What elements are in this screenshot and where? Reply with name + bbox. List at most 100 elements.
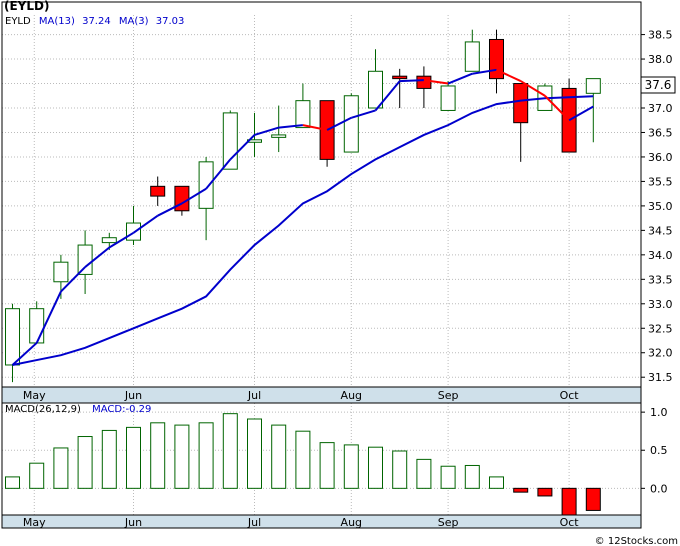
price-grid: [2, 15, 641, 387]
macd-bar: [271, 424, 287, 489]
legend-ma3-value: 37.03: [156, 16, 185, 27]
price-tick-label: 35.0: [648, 200, 673, 213]
candle: [392, 68, 408, 108]
legend-macd-value: MACD:-0.29: [92, 404, 151, 415]
price-tick-label: 33.0: [648, 298, 673, 311]
ma3-segment: [374, 80, 401, 112]
price-tick-label: 36.5: [648, 126, 673, 139]
candle-body: [464, 41, 480, 72]
legend-macd-params: MACD(26,12,9): [5, 404, 81, 415]
candle: [319, 100, 335, 167]
macd-month-label: Sep: [438, 516, 459, 529]
legend-eyld: EYLD: [5, 16, 31, 27]
candle-body: [392, 75, 408, 80]
macd-bar: [368, 446, 383, 489]
price-month-label: Sep: [438, 389, 459, 402]
candle-body: [5, 308, 20, 366]
candle-body: [174, 185, 190, 212]
macd-bar: [489, 476, 504, 489]
price-tick-label: 31.5: [648, 371, 673, 384]
candle: [343, 93, 359, 153]
candle-body: [368, 70, 383, 109]
price-y-axis: 31.5 32.0 32.5 33.0 33.5 34.0 34.5 35.0 35.5 36.0…: [641, 29, 673, 384]
candle-body: [416, 75, 432, 89]
price-month-label: May: [23, 389, 46, 402]
price-tick-label: 38.0: [648, 53, 673, 66]
macd-bar: [537, 487, 553, 497]
macd-tick-label: 0.5: [650, 444, 668, 457]
ma13-line: [12, 95, 594, 366]
macd-x-band: [2, 515, 641, 528]
candle-body: [489, 38, 504, 80]
macd-bar: [101, 429, 117, 489]
macd-bar: [464, 464, 480, 489]
macd-bar: [440, 465, 456, 489]
macd-y-axis: 0.0 0.5 1.0: [641, 406, 668, 495]
ma3-segment: [181, 187, 207, 205]
ma3-segment: [544, 95, 570, 121]
macd-bar: [77, 436, 93, 489]
panel-frames: [1, 1, 642, 529]
price-tick-label: 36.0: [648, 151, 673, 164]
candle-body: [440, 85, 456, 111]
macd-bar: [343, 444, 359, 489]
macd-month-label: Jul: [247, 516, 261, 529]
price-tick-label: 32.0: [648, 347, 673, 360]
macd-bar: [247, 418, 262, 489]
credit-text: © 12Stocks.com: [595, 536, 678, 546]
macd-bar: [174, 424, 190, 489]
legend-ma13: MA(13): [39, 16, 75, 27]
ma3-segment: [568, 105, 594, 122]
macd-bar: [319, 442, 335, 489]
price-month-label: Jul: [247, 389, 261, 402]
ma3-segment: [496, 68, 522, 82]
candle-body: [150, 185, 166, 197]
macd-bar: [392, 450, 408, 489]
last-price-label: 37.6: [645, 78, 672, 92]
macd-month-label: May: [23, 516, 46, 529]
symbol-label: (EYLD): [4, 0, 49, 13]
candle-body: [585, 78, 601, 94]
macd-tick-label: 0.0: [650, 482, 668, 495]
macd-bar: [222, 413, 238, 489]
ma3-segment: [302, 124, 328, 132]
ma3-segment: [278, 124, 304, 129]
macd-bar: [198, 422, 214, 489]
candle: [368, 49, 383, 109]
candle: [440, 81, 456, 111]
macd-bars: [5, 413, 601, 516]
candle-body: [29, 308, 45, 344]
ma3-segment: [520, 80, 546, 97]
price-tick-label: 38.5: [648, 29, 673, 42]
ma3-segment: [254, 126, 279, 136]
candle: [77, 230, 93, 294]
price-x-band: [2, 387, 641, 403]
candle-body: [513, 83, 529, 124]
ma3-segment: [205, 158, 232, 190]
ma3-segment: [132, 214, 159, 234]
candle-body: [101, 237, 117, 244]
ma3-segment: [326, 116, 352, 131]
price-tick-label: 34.5: [648, 224, 673, 237]
candle: [513, 83, 529, 162]
macd-bar: [150, 422, 166, 489]
macd-bar: [5, 476, 20, 489]
ma3-segment: [447, 72, 473, 85]
macd-bar: [53, 447, 69, 489]
macd-bar: [561, 487, 577, 516]
candle-body: [271, 134, 287, 138]
macd-month-label: Aug: [341, 516, 362, 529]
price-month-label: Jun: [124, 389, 142, 402]
legend-ma13-value: 37.24: [82, 16, 111, 27]
candle: [150, 176, 166, 206]
candle-body: [295, 100, 311, 129]
ma3-segment: [60, 266, 86, 293]
price-tick-label: 37.0: [648, 102, 673, 115]
ma3-segment: [423, 79, 449, 85]
candle: [271, 105, 287, 153]
last-price-box: [640, 76, 676, 94]
macd-bar: [513, 487, 529, 493]
macd-x-axis: May Jun Jul Aug Sep Oct: [2, 515, 641, 529]
macd-legend: MACD(26,12,9) MACD:-0.29: [5, 404, 151, 415]
